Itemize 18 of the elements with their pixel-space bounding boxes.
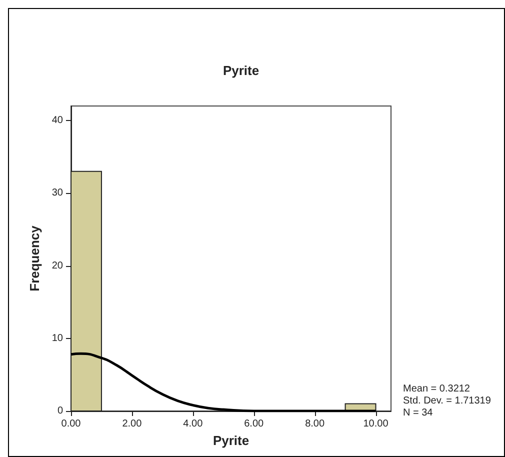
y-tick-label: 40 — [52, 115, 64, 126]
y-axis-title: Frequency — [26, 224, 42, 292]
y-tick-label: 20 — [52, 260, 64, 272]
x-tick-label: 6.00 — [244, 418, 264, 430]
text: Std. Dev. = 1.71319 — [403, 396, 492, 406]
x-tick-label: 2.00 — [122, 418, 142, 430]
x-axis-title: Pyrite — [212, 432, 250, 448]
x-tick-label: 0.00 — [61, 418, 82, 430]
y-tick-label: 0 — [57, 406, 64, 416]
y-tick-label: 30 — [52, 188, 64, 199]
y-tick-label: 10 — [52, 332, 64, 344]
chart-title: Pyrite — [222, 63, 260, 78]
text: N = 34 — [403, 408, 434, 418]
line-series — [70, 352, 378, 412]
x-tick-label: 10.00 — [363, 418, 389, 430]
x-tick-label: 8.00 — [305, 418, 325, 430]
x-tick-label: 4.00 — [183, 418, 204, 430]
text: Mean = 0.3212 — [403, 384, 470, 394]
